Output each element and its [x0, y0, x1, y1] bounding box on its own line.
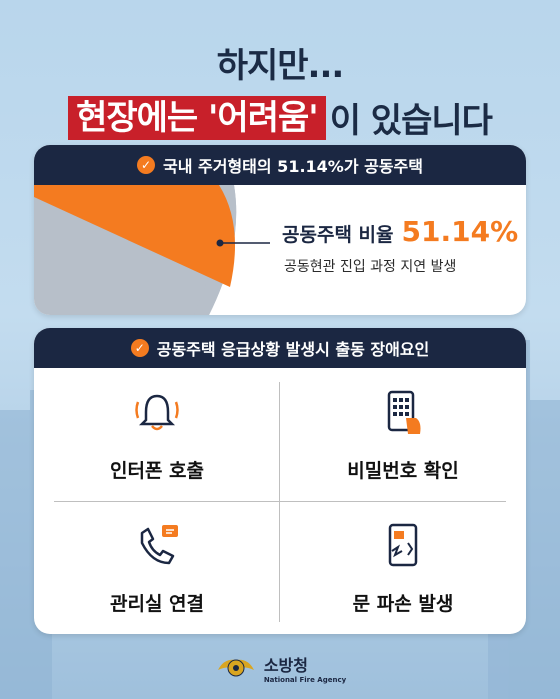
title-highlight: 현장에는 '어려움': [68, 95, 326, 140]
pie-slice-apartment-orange: [34, 185, 236, 287]
obstacle-item-intercom: 인터폰 호출: [34, 368, 280, 501]
grid-divider-vertical: [279, 382, 280, 622]
bell-icon: [135, 394, 179, 431]
title-line1: 하지만...: [216, 46, 345, 86]
housing-ratio-stat: 공동주택 비율 51.14% 공동현관 진입 과정 지연 발생: [282, 215, 518, 276]
check-icon: ✓: [130, 339, 149, 357]
obstacle-label: 인터폰 호출: [109, 460, 204, 482]
keypad-icon: [387, 390, 421, 434]
obstacles-card-header: ✓ 공동주택 응급상황 발생시 출동 장애요인: [34, 328, 526, 368]
title-line2: 현장에는 '어려움' 이 있습니다: [0, 93, 560, 142]
obstacle-label: 비밀번호 확인: [347, 460, 459, 482]
obstacle-label: 관리실 연결: [109, 593, 204, 615]
obstacles-grid: 인터폰 호출 비밀번호 확인 관리실 연결: [34, 368, 526, 634]
housing-ratio-card-title: 국내 주거형태의 51.14%가 공동주택: [163, 157, 423, 176]
housing-ratio-card-body: 공동주택 비율 51.14% 공동현관 진입 과정 지연 발생: [34, 185, 526, 315]
obstacle-item-password: 비밀번호 확인: [280, 368, 526, 501]
title-rest: 이 있습니다: [329, 101, 493, 141]
stat-value: 51.14%: [401, 215, 519, 248]
obstacle-item-door: 문 파손 발생: [280, 501, 526, 634]
obstacle-item-office: 관리실 연결: [34, 501, 280, 634]
obstacles-card-title: 공동주택 응급상황 발생시 출동 장애요인: [156, 340, 430, 359]
phone-icon: [140, 525, 178, 565]
broken-door-icon: [388, 523, 418, 567]
logo-name: 소방청: [263, 656, 308, 675]
housing-ratio-pie: [34, 185, 270, 315]
emblem-icon: [217, 659, 254, 677]
obstacle-label: 문 파손 발생: [352, 593, 454, 615]
grid-divider-horizontal: [54, 501, 506, 502]
obstacles-card: ✓ 공동주택 응급상황 발생시 출동 장애요인 인터폰 호출: [34, 328, 526, 634]
stat-label: 공동주택 비율: [282, 224, 394, 246]
agency-logo: 소방청 National Fire Agency: [0, 650, 560, 686]
logo-subtext: National Fire Agency: [263, 676, 347, 684]
check-icon: ✓: [137, 156, 155, 174]
housing-ratio-card: ✓ 국내 주거형태의 51.14%가 공동주택 공동주택 비율 51.14% 공…: [34, 145, 526, 315]
housing-ratio-card-header: ✓ 국내 주거형태의 51.14%가 공동주택: [34, 145, 526, 185]
pie-pointer-dot: [216, 239, 224, 247]
page-title: 하지만... 현장에는 '어려움' 이 있습니다: [0, 38, 560, 142]
stat-subtext: 공동현관 진입 과정 지연 발생: [284, 259, 457, 275]
